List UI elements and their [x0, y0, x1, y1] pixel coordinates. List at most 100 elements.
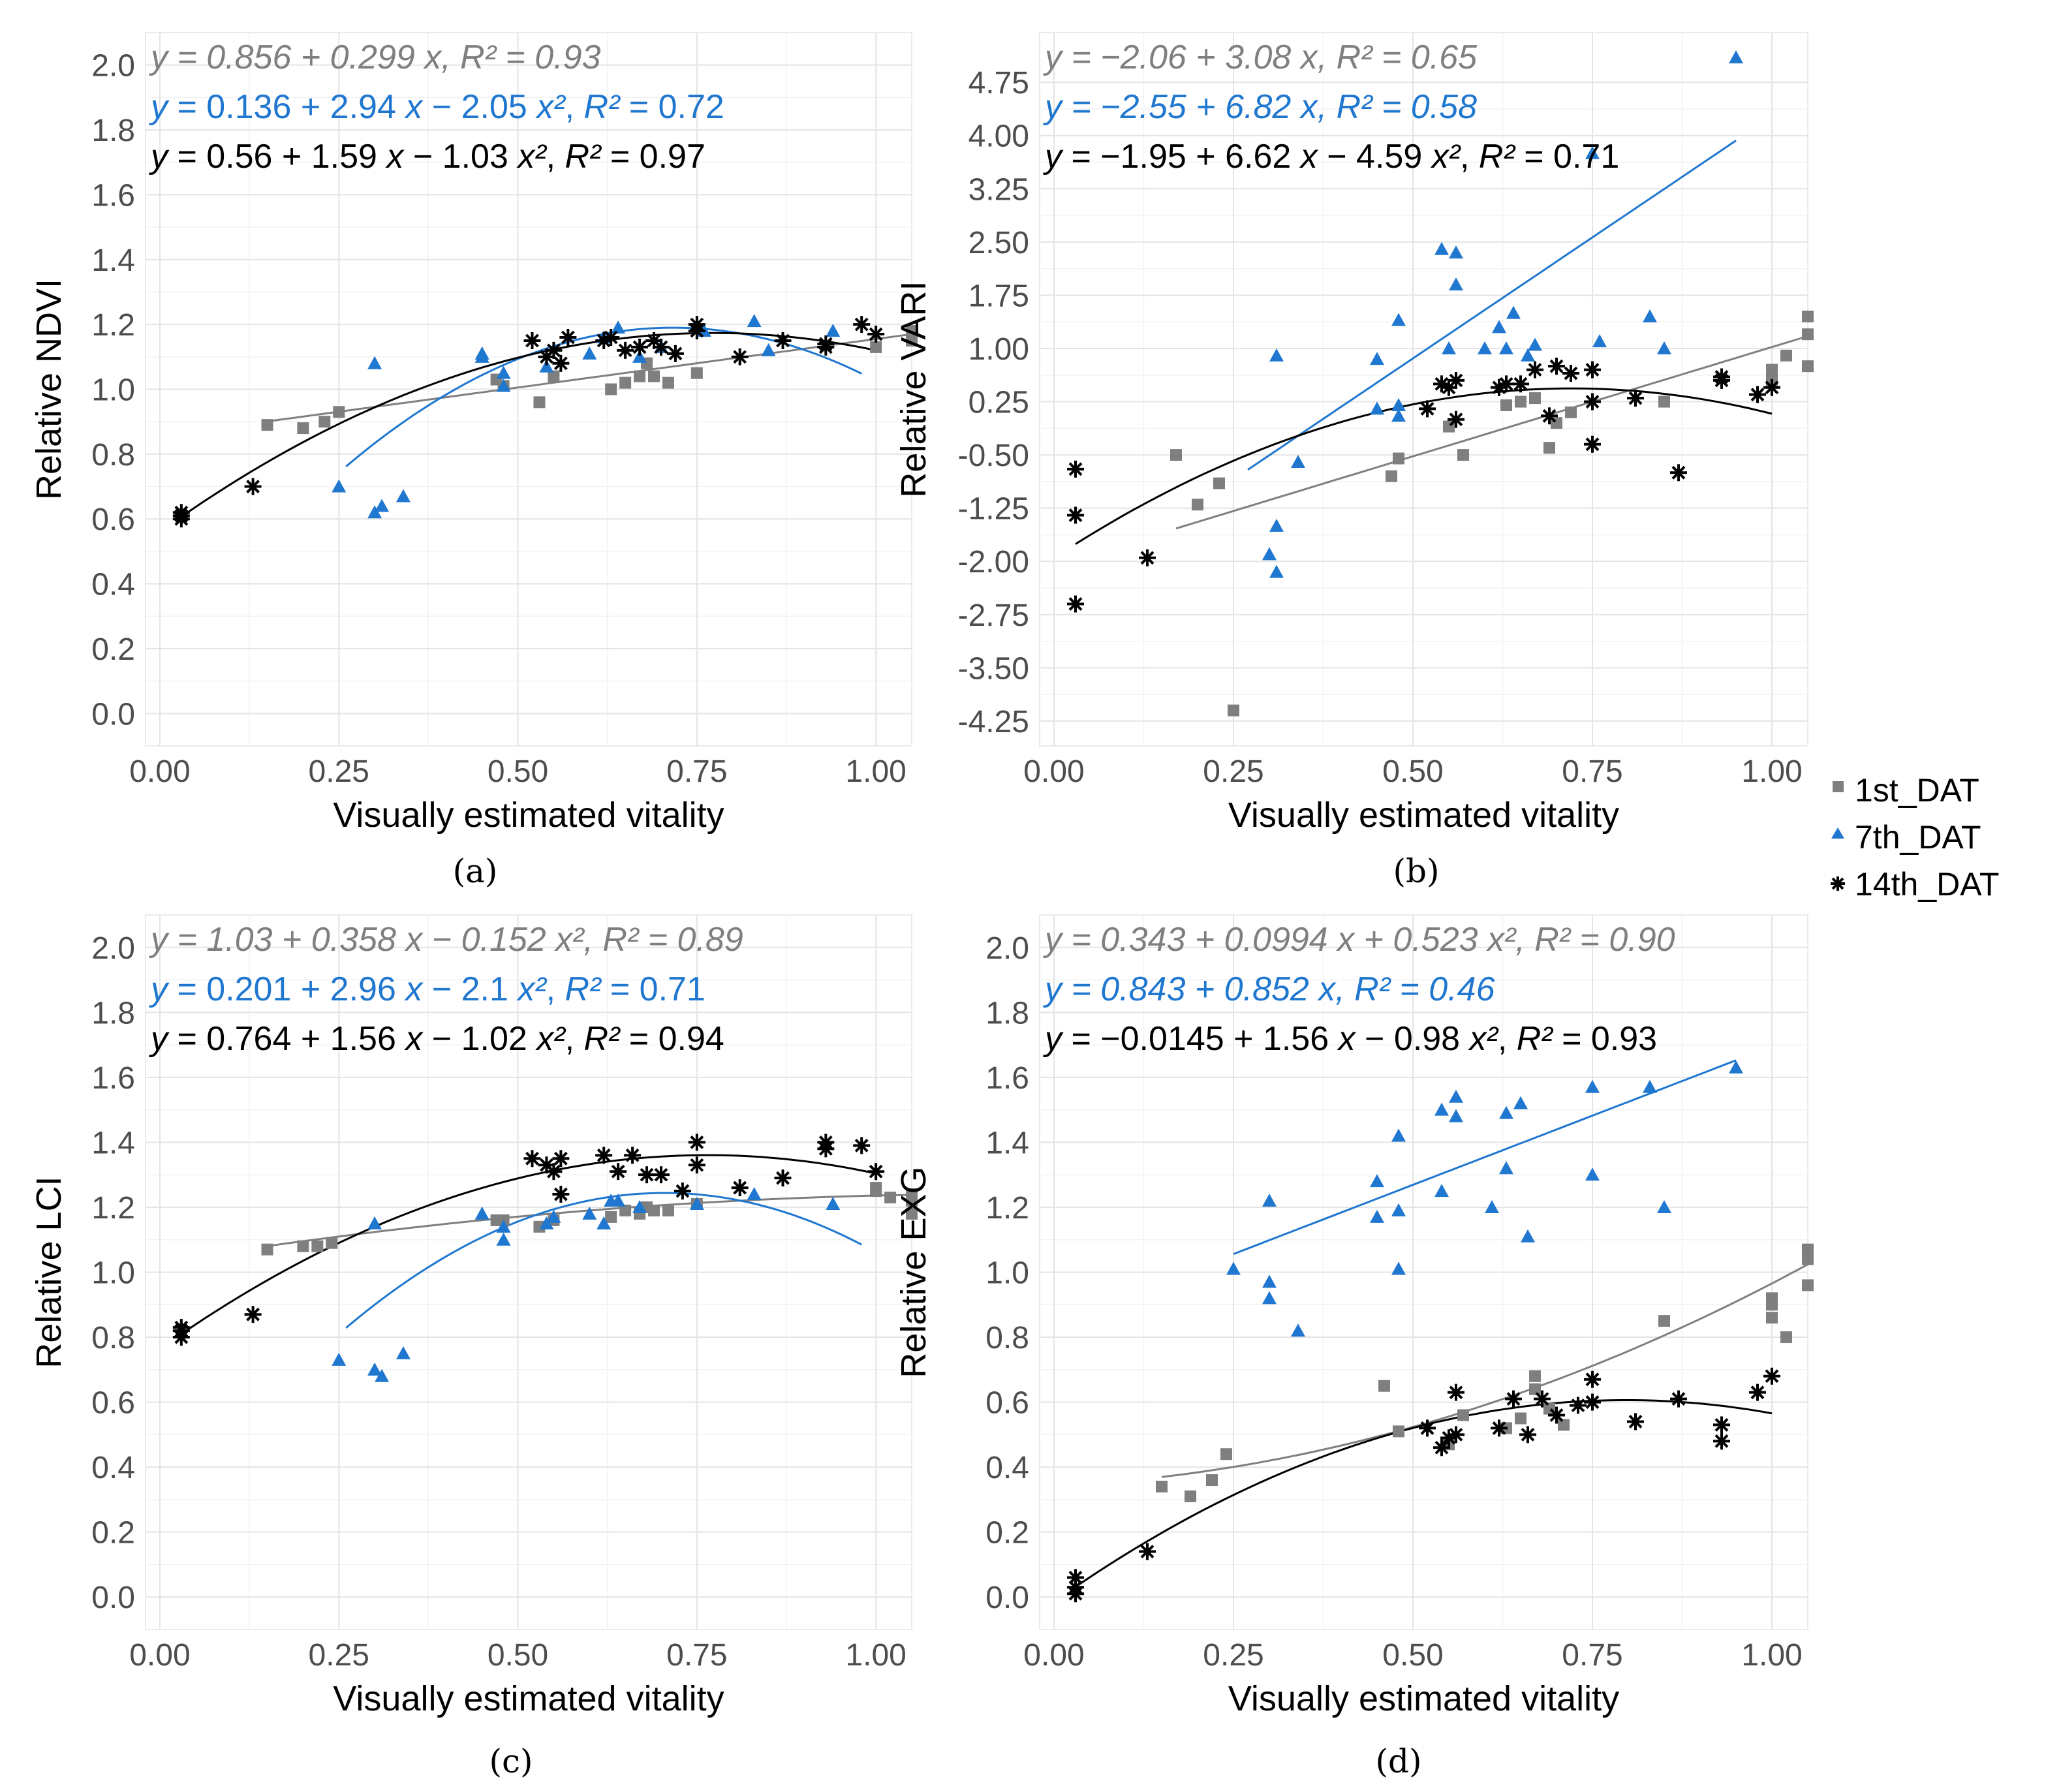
y-tick-label: 2.0 [985, 931, 1029, 966]
data-point [546, 1209, 561, 1223]
data-point [1505, 1390, 1522, 1408]
data-point [1291, 454, 1305, 468]
y-tick-label: 0.6 [91, 502, 135, 537]
data-point [1434, 1184, 1449, 1197]
data-point [1657, 1199, 1671, 1213]
data-point [638, 1166, 656, 1184]
data-point [1370, 1174, 1384, 1188]
data-point [1449, 245, 1463, 259]
data-point [1067, 506, 1084, 524]
data-point [1499, 1105, 1513, 1119]
data-point [761, 343, 776, 356]
data-point [326, 1237, 338, 1249]
data-point [1519, 1426, 1536, 1444]
data-point [496, 1232, 511, 1246]
regression-equation: y = 0.201 + 2.96 x − 2.1 x², R² = 0.71 [149, 970, 705, 1008]
data-point [619, 377, 632, 389]
y-tick-label: 1.4 [91, 243, 135, 278]
data-point [1506, 305, 1521, 319]
data-point [1529, 1383, 1541, 1395]
series-1st-dat [1156, 1243, 1814, 1502]
fit-line-7th-dat [1247, 140, 1737, 471]
data-point [652, 338, 670, 356]
data-point [367, 1362, 382, 1376]
legend-label-14th-dat: 14th_DAT [1855, 866, 1999, 903]
chart-panel-2: 0.00 0.25 0.50 0.75 1.00 -4.25 -3.50 -2.75 -2.00… [894, 32, 1814, 890]
data-point [1457, 449, 1469, 461]
data-point [624, 1147, 642, 1164]
data-point [1067, 595, 1084, 613]
regression-equation: y = −0.0145 + 1.56 x − 0.98 x², R² = 0.9… [1043, 1020, 1657, 1058]
data-point [631, 338, 649, 356]
panels: 0.00 0.25 0.50 0.75 1.00 0.0 0.2 0.4 0.6 0.8 1.0 1.… [29, 32, 1814, 1780]
data-point [1485, 1199, 1499, 1213]
data-point [1393, 1425, 1404, 1438]
data-point [1763, 1367, 1780, 1385]
y-tick-label: 1.6 [985, 1061, 1029, 1096]
x-tick-label: 0.00 [1023, 754, 1084, 789]
data-point [1584, 435, 1601, 453]
data-point [1802, 328, 1814, 341]
data-point [611, 1194, 626, 1207]
data-point [602, 329, 620, 347]
data-point [474, 1206, 489, 1220]
y-tick-label: 1.4 [91, 1126, 135, 1160]
data-point [1442, 341, 1456, 354]
data-point [395, 1346, 411, 1359]
data-point [1434, 1102, 1449, 1116]
regression-equation: y = −2.06 + 3.08 x, R² = 0.65 [1043, 39, 1478, 76]
y-tick-label: 0.2 [91, 1516, 135, 1551]
data-point [690, 367, 703, 379]
data-point [172, 504, 190, 521]
data-point [1529, 1370, 1541, 1382]
data-point [367, 1216, 382, 1229]
data-point [552, 1150, 570, 1167]
data-point [1627, 1413, 1644, 1430]
x-tick-label: 0.75 [666, 1638, 727, 1673]
data-point [634, 370, 646, 382]
y-tick-label: 0.2 [985, 1516, 1029, 1551]
data-point [1521, 348, 1535, 362]
series-7th-dat [1262, 50, 1743, 578]
y-tick-label: 1.2 [91, 1191, 135, 1226]
data-point [1780, 349, 1792, 362]
data-point [662, 377, 674, 389]
y-tick-label: 1.6 [91, 1061, 135, 1096]
data-point [1766, 363, 1778, 376]
y-tick-label: 4.75 [969, 66, 1029, 100]
data-point [1584, 1370, 1601, 1388]
data-point [1393, 452, 1404, 465]
data-point [1391, 409, 1406, 422]
x-tick-label: 0.25 [1203, 754, 1263, 789]
data-point [582, 346, 597, 360]
y-tick-label: 1.0 [985, 1256, 1029, 1291]
y-tick-label: 0.25 [969, 386, 1029, 420]
data-point [1585, 146, 1600, 159]
data-point [1291, 1323, 1305, 1337]
x-tick-label: 0.50 [488, 754, 548, 789]
data-point [1386, 470, 1397, 482]
data-point [297, 422, 309, 435]
x-tick-label: 0.00 [129, 754, 190, 789]
data-point [1228, 704, 1239, 717]
data-point [1526, 361, 1543, 378]
data-point [1434, 241, 1449, 255]
x-tick-label: 0.50 [488, 1638, 548, 1673]
data-point [648, 370, 660, 382]
x-axis-title: Visually estimated vitality [1228, 1679, 1619, 1718]
data-point [605, 383, 617, 395]
series-14th-dat [1067, 358, 1780, 613]
data-point [1262, 1291, 1277, 1305]
data-point [1067, 460, 1084, 478]
data-point [774, 332, 792, 349]
panel-caption: (c) [489, 1742, 533, 1780]
data-point [674, 1182, 691, 1200]
data-point [1749, 1383, 1766, 1401]
data-point [1156, 1481, 1168, 1492]
data-point [747, 1187, 762, 1201]
data-point [1802, 311, 1814, 323]
data-point [496, 1219, 511, 1233]
data-point [1269, 348, 1284, 362]
x-tick-label: 1.00 [1741, 1638, 1802, 1673]
data-point [1170, 449, 1182, 461]
